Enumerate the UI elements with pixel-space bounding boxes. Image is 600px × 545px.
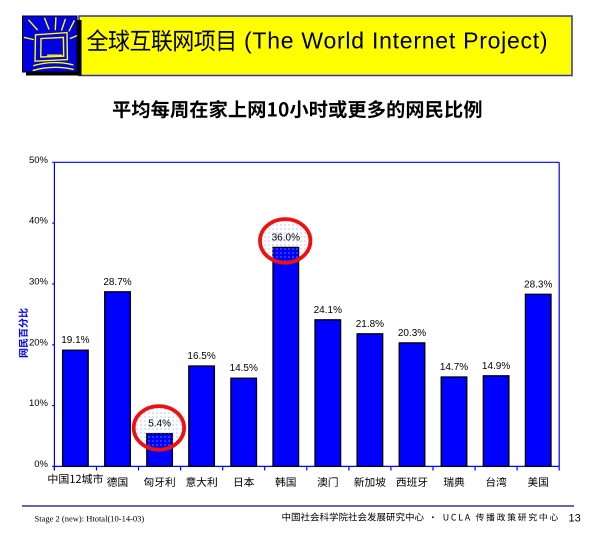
svg-text:40%: 40% xyxy=(29,216,49,227)
svg-text:14.7%: 14.7% xyxy=(440,362,468,373)
svg-text:14.5%: 14.5% xyxy=(230,363,258,374)
svg-text:24.1%: 24.1% xyxy=(314,305,342,316)
svg-text:20.3%: 20.3% xyxy=(398,328,426,339)
svg-text:28.3%: 28.3% xyxy=(524,279,552,290)
svg-text:13: 13 xyxy=(569,513,581,525)
svg-text:21.8%: 21.8% xyxy=(356,319,384,330)
svg-text:10%: 10% xyxy=(29,398,49,409)
svg-text:30%: 30% xyxy=(29,277,49,288)
svg-text:28.7%: 28.7% xyxy=(103,277,131,288)
svg-text:0%: 0% xyxy=(34,459,48,470)
svg-text:16.5%: 16.5% xyxy=(187,351,215,362)
svg-text:19.1%: 19.1% xyxy=(61,335,89,346)
svg-text:36.0%: 36.0% xyxy=(272,232,300,243)
svg-text:20%: 20% xyxy=(29,337,49,348)
svg-text:14.9%: 14.9% xyxy=(482,361,510,372)
svg-text:(The World Internet Project): (The World Internet Project) xyxy=(244,28,548,54)
svg-text:5.4%: 5.4% xyxy=(148,419,171,430)
svg-text:50%: 50% xyxy=(29,155,49,166)
svg-text:Stage 2 (new): Htotal(10-14-03: Stage 2 (new): Htotal(10-14-03) xyxy=(35,514,145,524)
